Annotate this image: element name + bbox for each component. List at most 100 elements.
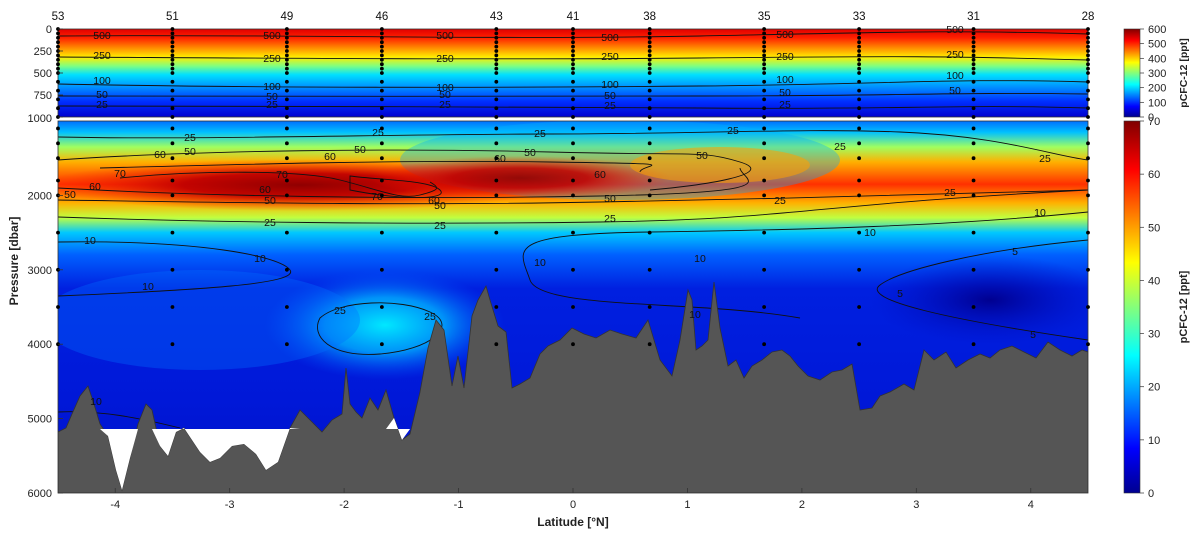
- sample-point: [284, 53, 289, 58]
- sample-point: [1086, 62, 1090, 67]
- sample-point: [379, 31, 384, 36]
- contour-label: 100: [263, 81, 281, 93]
- sample-point: [571, 97, 575, 102]
- sample-point: [647, 267, 652, 272]
- sample-point: [762, 88, 767, 93]
- sample-point: [1086, 115, 1090, 119]
- sample-point: [571, 35, 575, 40]
- contour-label: 25: [727, 125, 739, 137]
- sample-point: [56, 66, 60, 71]
- colorbar-tick-label: 20: [1148, 382, 1160, 394]
- sample-point: [971, 88, 976, 93]
- sample-point: [1086, 106, 1090, 111]
- contour-label: 50: [64, 189, 76, 201]
- sample-point: [284, 141, 289, 146]
- contour-label: 10: [694, 253, 706, 265]
- sample-point: [170, 57, 175, 62]
- station-label: 38: [643, 11, 656, 23]
- contour-label: 250: [436, 53, 454, 65]
- sample-point: [170, 106, 175, 111]
- sample-point: [170, 40, 175, 45]
- sample-point: [647, 156, 652, 161]
- x-tick-label: 4: [1028, 499, 1034, 511]
- contour-label: 25: [434, 220, 446, 232]
- sample-point: [170, 49, 175, 53]
- sample-point: [379, 71, 384, 75]
- sample-point: [494, 44, 499, 49]
- contour-label: 25: [96, 99, 108, 111]
- contour-label: 60: [428, 195, 440, 207]
- sample-point: [494, 115, 499, 119]
- sample-point: [379, 49, 384, 53]
- sample-point: [284, 40, 289, 45]
- sample-point: [971, 44, 976, 49]
- sample-point: [647, 53, 652, 58]
- sample-point: [857, 106, 862, 111]
- y-axis-label: Pressure [dbar]: [7, 217, 21, 306]
- sample-point: [762, 35, 767, 40]
- colorbar-tick-label: 600: [1148, 24, 1166, 36]
- contour-label: 25: [604, 100, 616, 112]
- sample-point: [647, 141, 652, 146]
- sample-point: [56, 62, 60, 67]
- sample-point: [971, 230, 976, 235]
- sample-point: [494, 49, 499, 53]
- sample-point: [571, 141, 575, 146]
- y-tick-label: 250: [34, 46, 52, 58]
- contour-label: 25: [779, 99, 791, 111]
- contour-label: 25: [334, 305, 346, 317]
- sample-point: [494, 97, 499, 102]
- sample-point: [379, 267, 384, 272]
- sample-point: [857, 141, 862, 146]
- y-tick-label: 6000: [28, 488, 52, 500]
- sample-point: [170, 27, 175, 31]
- sample-point: [647, 193, 652, 198]
- station-label: 51: [166, 11, 179, 23]
- sample-point: [762, 53, 767, 58]
- contour-label: 50: [266, 91, 278, 103]
- sample-point: [1086, 35, 1090, 40]
- sample-point: [762, 44, 767, 49]
- sample-point: [971, 71, 976, 75]
- sample-point: [762, 40, 767, 45]
- colorbar-tick-label: 500: [1148, 39, 1166, 51]
- contour-label: 50: [96, 89, 108, 101]
- sample-point: [971, 141, 976, 146]
- sample-point: [170, 178, 175, 183]
- sample-point: [571, 57, 575, 62]
- contour-label: 250: [93, 50, 111, 62]
- contour-50: [58, 92, 1088, 97]
- sample-point: [971, 31, 976, 36]
- sample-point: [284, 230, 289, 235]
- contour-label: 500: [263, 30, 281, 42]
- sample-point: [971, 115, 976, 119]
- x-tick-label: -3: [225, 499, 235, 511]
- contour-label: 25: [1039, 153, 1051, 165]
- sample-point: [571, 106, 575, 111]
- sample-point: [379, 126, 384, 131]
- sample-point: [857, 178, 862, 183]
- colorbar-tick-label: 60: [1148, 169, 1160, 181]
- sample-point: [284, 79, 289, 84]
- sample-point: [1086, 193, 1090, 198]
- sample-point: [1086, 79, 1090, 84]
- sample-point: [494, 35, 499, 40]
- sample-point: [857, 71, 862, 75]
- sample-point: [647, 305, 652, 309]
- contour-label: 25: [834, 141, 846, 153]
- contour-label: 50: [696, 150, 708, 162]
- sample-point: [379, 40, 384, 45]
- colorbar-tick-label: 0: [1148, 112, 1154, 124]
- sample-point: [494, 342, 499, 347]
- contour-50-upper: [58, 149, 752, 191]
- colorbar-tick-label: 300: [1148, 68, 1166, 80]
- sample-point: [1086, 97, 1090, 102]
- sample-point: [494, 178, 499, 183]
- sample-point: [571, 27, 575, 31]
- sample-point: [762, 267, 767, 272]
- contour-label: 500: [776, 29, 794, 41]
- sample-point: [56, 57, 60, 62]
- colorbar-tick-label: 10: [1148, 435, 1160, 447]
- contour-10-a: [58, 241, 292, 297]
- contour-label: 50: [264, 195, 276, 207]
